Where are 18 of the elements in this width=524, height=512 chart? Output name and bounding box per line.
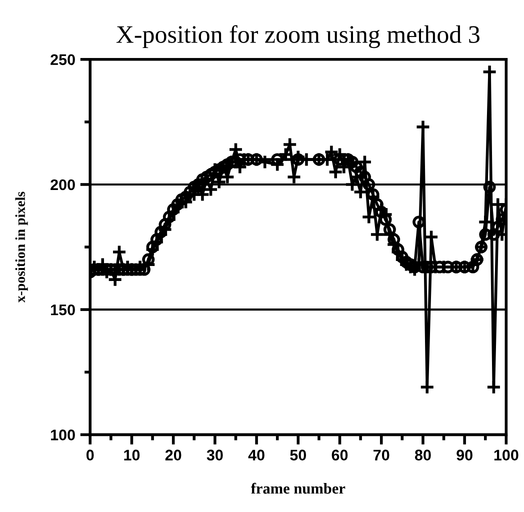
x-tick-label: 90 (456, 450, 472, 460)
x-tick-label: 80 (414, 450, 431, 460)
y-tick-label: 250 (50, 54, 75, 66)
x-axis-title: frame number (250, 482, 346, 494)
y-tick-label: 150 (51, 304, 75, 316)
y-tick-label: 100 (51, 430, 75, 440)
x-tick-label: 20 (165, 450, 182, 460)
x-tick-label: 10 (124, 450, 140, 460)
x-tick-label: 60 (332, 450, 348, 460)
chart-title: X-position for zoom using method 3 (116, 25, 480, 48)
x-tick-label: 30 (206, 450, 223, 461)
x-tick-label: 100 (494, 450, 518, 460)
x-tick-label: 0 (86, 450, 94, 460)
x-tick-label: 40 (248, 450, 264, 460)
y-tick-label: 200 (50, 179, 75, 190)
x-tick-label: 50 (290, 450, 306, 460)
y-axis-title: x-position in pixels (15, 192, 28, 303)
x-tick-label: 70 (374, 450, 390, 460)
